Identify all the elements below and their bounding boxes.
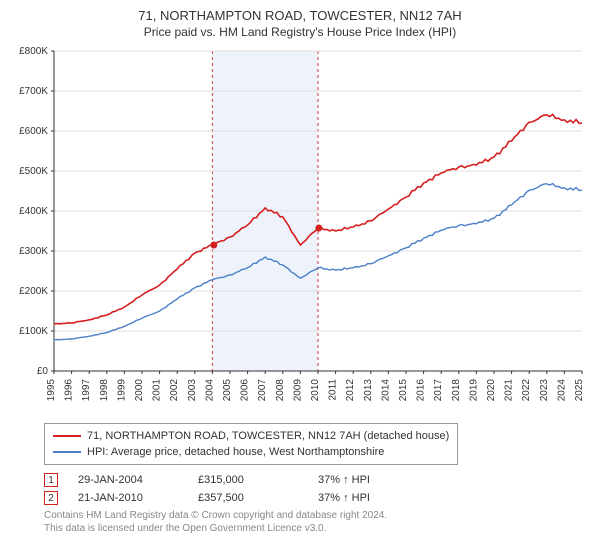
legend-row-0: 71, NORTHAMPTON ROAD, TOWCESTER, NN12 7A…: [53, 428, 449, 444]
svg-text:£100K: £100K: [19, 326, 48, 337]
marker-date: 21-JAN-2010: [78, 492, 178, 504]
legend-swatch: [53, 435, 81, 437]
svg-text:2007: 2007: [257, 379, 268, 402]
chart-footer: Contains HM Land Registry data © Crown c…: [44, 509, 590, 535]
legend-row-1: HPI: Average price, detached house, West…: [53, 444, 449, 460]
marker-table-row-2: 2 21-JAN-2010 £357,500 37% ↑ HPI: [44, 491, 590, 505]
svg-text:2024: 2024: [556, 379, 567, 402]
svg-text:£300K: £300K: [19, 246, 48, 257]
svg-text:2025: 2025: [574, 379, 585, 402]
marker-number-box: 2: [44, 491, 58, 505]
svg-text:2001: 2001: [152, 379, 163, 402]
marker-table: 1 29-JAN-2004 £315,000 37% ↑ HPI 2 21-JAN-201…: [10, 473, 590, 505]
legend-label: HPI: Average price, detached house, West…: [87, 444, 384, 460]
marker-number-box: 1: [44, 473, 58, 487]
svg-text:1999: 1999: [116, 379, 127, 402]
svg-text:£200K: £200K: [19, 286, 48, 297]
svg-text:2004: 2004: [204, 379, 215, 402]
svg-text:1995: 1995: [46, 379, 57, 402]
svg-text:£0: £0: [37, 366, 49, 377]
footer-line-1: Contains HM Land Registry data © Crown c…: [44, 509, 590, 522]
svg-text:1997: 1997: [81, 379, 92, 402]
svg-text:2017: 2017: [433, 379, 444, 402]
svg-text:2013: 2013: [363, 379, 374, 402]
marker-dot-2: [315, 225, 322, 232]
marker-date: 29-JAN-2004: [78, 474, 178, 486]
svg-text:2022: 2022: [521, 379, 532, 402]
svg-text:2008: 2008: [275, 379, 286, 402]
svg-text:2015: 2015: [398, 379, 409, 402]
svg-text:2010: 2010: [310, 379, 321, 402]
svg-text:2009: 2009: [292, 379, 303, 402]
svg-text:2019: 2019: [468, 379, 479, 402]
chart-svg: £0 £100K £200K £300K £400K £500K £600K £700K £80…: [10, 45, 590, 415]
svg-text:2000: 2000: [134, 379, 145, 402]
svg-text:2012: 2012: [345, 379, 356, 402]
chart-legend: 71, NORTHAMPTON ROAD, TOWCESTER, NN12 7A…: [44, 423, 458, 465]
marker-price: £315,000: [198, 474, 298, 486]
marker-table-row-1: 1 29-JAN-2004 £315,000 37% ↑ HPI: [44, 473, 590, 487]
chart-title: 71, NORTHAMPTON ROAD, TOWCESTER, NN12 7A…: [10, 8, 590, 23]
svg-text:2005: 2005: [222, 379, 233, 402]
chart-container: 71, NORTHAMPTON ROAD, TOWCESTER, NN12 7A…: [0, 0, 600, 543]
svg-text:£600K: £600K: [19, 126, 48, 137]
svg-text:2016: 2016: [416, 379, 427, 402]
svg-text:2002: 2002: [169, 379, 180, 402]
svg-text:1998: 1998: [99, 379, 110, 402]
svg-text:£700K: £700K: [19, 86, 48, 97]
marker-dot-1: [210, 242, 217, 249]
marker-pct: 37% ↑ HPI: [318, 492, 418, 504]
footer-line-2: This data is licensed under the Open Gov…: [44, 522, 590, 535]
svg-text:£500K: £500K: [19, 166, 48, 177]
legend-label: 71, NORTHAMPTON ROAD, TOWCESTER, NN12 7A…: [87, 428, 449, 444]
legend-swatch: [53, 451, 81, 453]
svg-text:2020: 2020: [486, 379, 497, 402]
svg-text:2006: 2006: [240, 379, 251, 402]
chart-plot-area: £0 £100K £200K £300K £400K £500K £600K £700K £80…: [10, 45, 590, 415]
svg-text:£400K: £400K: [19, 206, 48, 217]
svg-text:2023: 2023: [539, 379, 550, 402]
svg-text:2018: 2018: [451, 379, 462, 402]
chart-subtitle: Price paid vs. HM Land Registry's House …: [10, 25, 590, 39]
marker-price: £357,500: [198, 492, 298, 504]
svg-text:2003: 2003: [187, 379, 198, 402]
svg-text:1996: 1996: [64, 379, 75, 402]
svg-text:2021: 2021: [504, 379, 515, 402]
marker-pct: 37% ↑ HPI: [318, 474, 418, 486]
svg-text:2011: 2011: [328, 379, 339, 401]
svg-text:2014: 2014: [380, 379, 391, 402]
svg-text:£800K: £800K: [19, 46, 48, 57]
